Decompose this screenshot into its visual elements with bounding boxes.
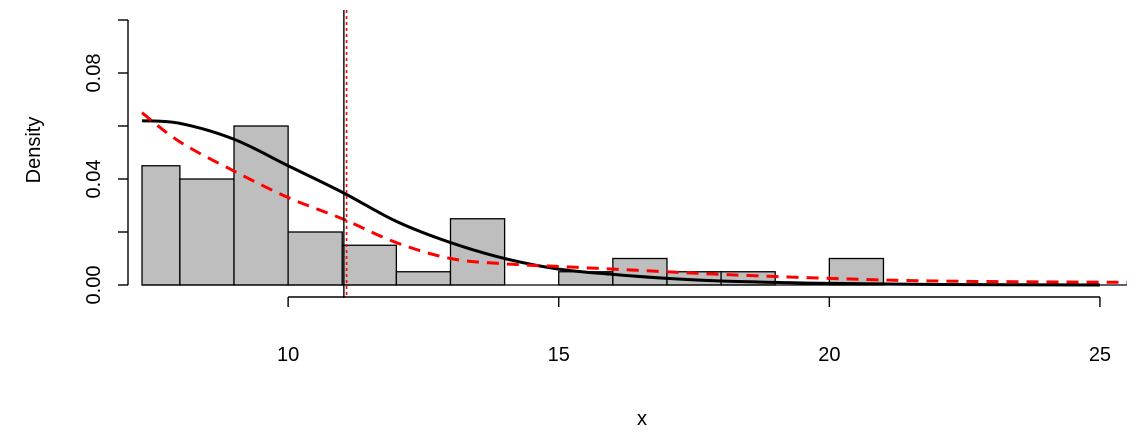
histogram-bar-4 <box>342 245 396 285</box>
histogram-bar-0 <box>142 166 180 285</box>
histogram-bar-1 <box>180 179 234 285</box>
y-axis-title: Density <box>23 117 45 184</box>
histogram-bar-2 <box>234 126 288 285</box>
x-axis-ticks: 10 15 20 25 <box>277 297 1111 366</box>
x-tick-label: 25 <box>1089 344 1111 366</box>
y-tick-label: 0.04 <box>83 160 105 199</box>
x-tick-label: 15 <box>548 344 570 366</box>
x-tick-label: 10 <box>277 344 299 366</box>
histogram-bar-5 <box>396 272 450 285</box>
x-axis-title: x <box>637 408 647 430</box>
x-tick-label: 20 <box>818 344 840 366</box>
histogram-bar-9 <box>613 259 667 286</box>
histogram-bars <box>142 126 1127 285</box>
histogram-bar-3 <box>288 232 342 285</box>
y-axis-ticks: 0.00 0.04 0.08 <box>83 20 128 304</box>
y-tick-label: 0.00 <box>83 266 105 305</box>
y-tick-label: 0.08 <box>83 54 105 93</box>
